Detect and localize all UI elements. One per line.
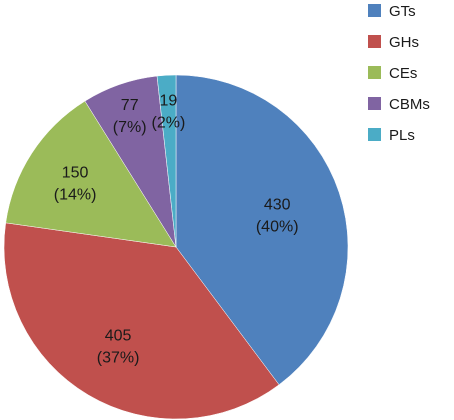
- pie-slice-ces: [5, 100, 177, 248]
- data-label-ghs: 405 (37%): [97, 328, 140, 367]
- legend-swatch-cbms: [368, 97, 381, 110]
- legend-label-ces: CEs: [389, 65, 417, 82]
- pie-data-labels: 430 (40%) 405 (37%) 150 (14%) 77 (7%)19 (2%): [54, 93, 299, 367]
- legend-swatch-ghs: [368, 35, 381, 48]
- legend-label-gts: GTs: [389, 3, 416, 20]
- legend: GTs GHs CEs CBMs PLs: [368, 3, 430, 144]
- pie-slice-ghs: [3, 222, 280, 420]
- legend-label-pls: PLs: [389, 127, 415, 144]
- data-label-ces: 150 (14%): [54, 164, 97, 203]
- data-label-pls: 19 (2%): [152, 93, 186, 132]
- legend-swatch-ces: [368, 66, 381, 79]
- data-label-cbms: 77 (7%): [113, 97, 147, 136]
- legend-swatch-pls: [368, 128, 381, 141]
- pie-slices: [3, 74, 349, 420]
- pie-slice-pls: [156, 74, 177, 248]
- data-label-gts: 430 (40%): [256, 196, 299, 235]
- legend-swatch-gts: [368, 4, 381, 17]
- legend-label-cbms: CBMs: [389, 96, 430, 113]
- pie-slice-gts: [175, 74, 349, 386]
- legend-label-ghs: GHs: [389, 34, 419, 51]
